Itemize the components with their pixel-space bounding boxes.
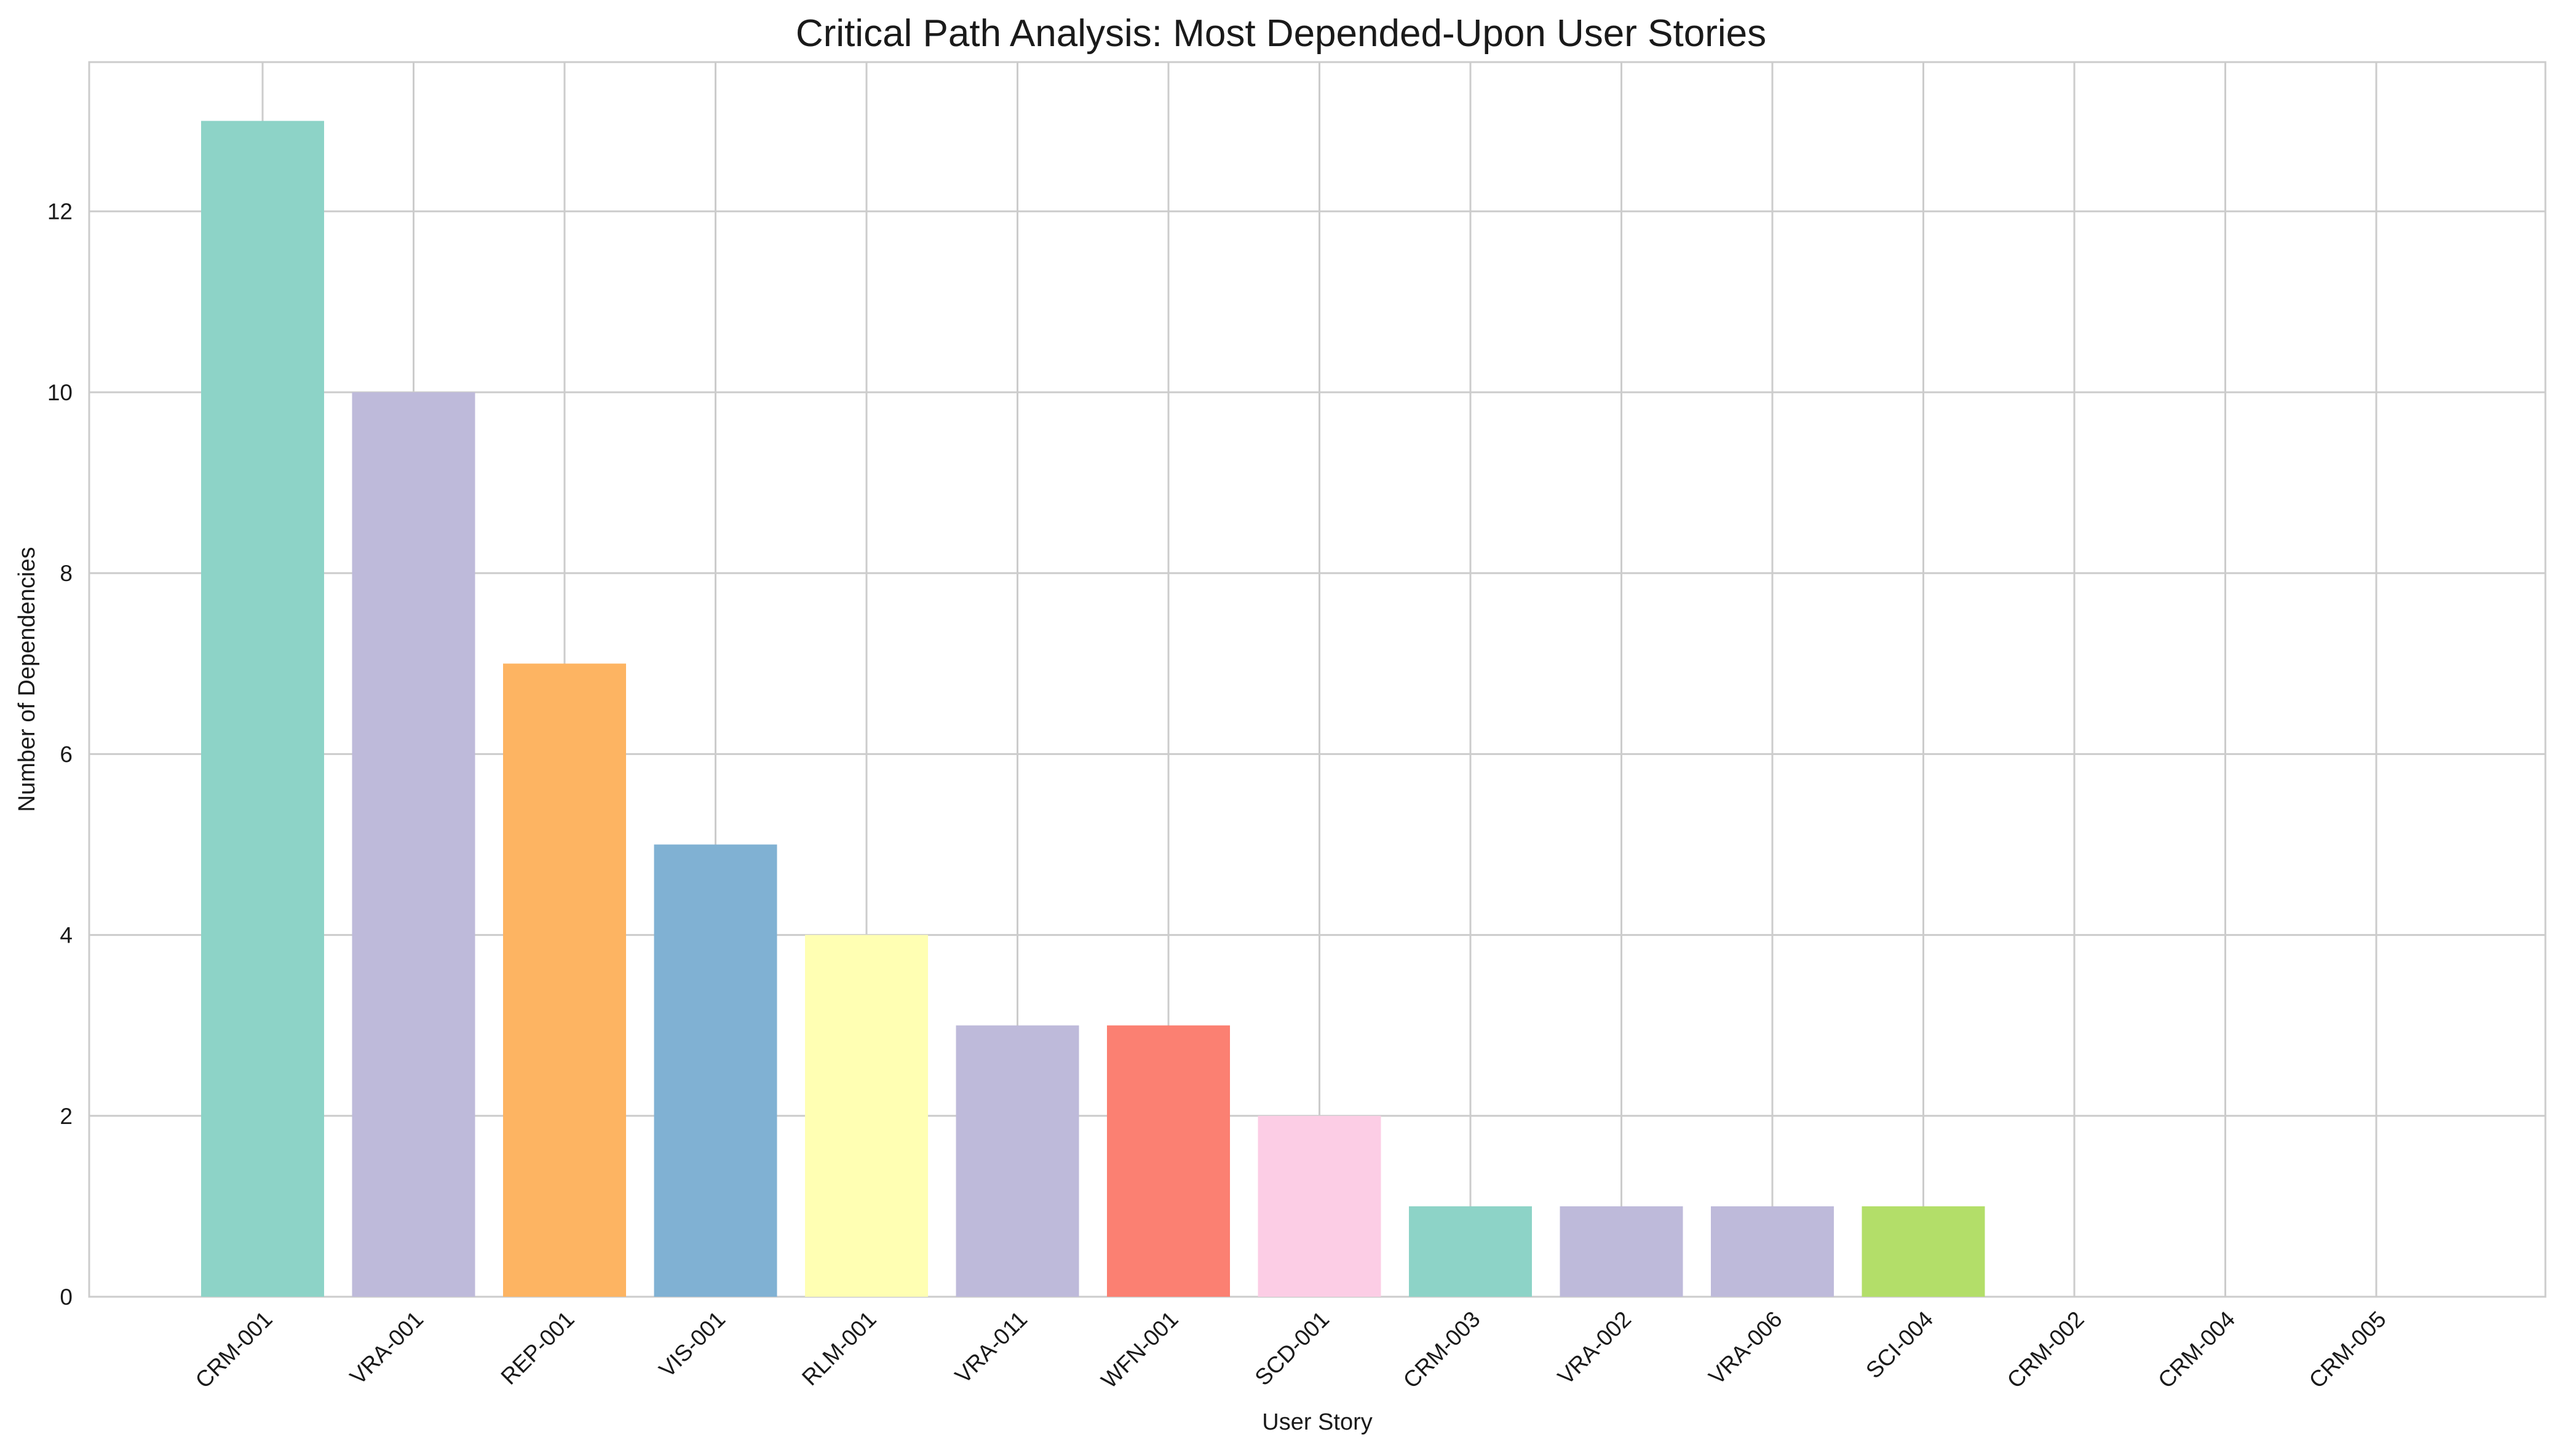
bar-vra-001 — [352, 392, 475, 1297]
y-tick-label: 2 — [60, 1104, 73, 1129]
y-tick-label: 0 — [60, 1284, 73, 1310]
bar-wfn-001 — [1107, 1025, 1230, 1297]
y-tick-labels: 0 2 4 6 8 10 12 — [47, 199, 73, 1310]
bar-vra-006 — [1711, 1206, 1834, 1297]
bar-crm-003 — [1409, 1206, 1532, 1297]
bars — [201, 121, 1985, 1297]
y-tick-label: 6 — [60, 742, 73, 767]
bar-vra-002 — [1560, 1206, 1683, 1297]
bar-rep-001 — [503, 663, 626, 1297]
x-axis-label: User Story — [1262, 1409, 1372, 1435]
bar-vis-001 — [654, 844, 777, 1297]
y-tick-label: 12 — [47, 199, 73, 224]
bar-scd-001 — [1258, 1115, 1381, 1297]
y-tick-label: 8 — [60, 561, 73, 586]
y-tick-label: 10 — [47, 380, 73, 405]
bar-crm-001 — [201, 121, 324, 1297]
x-gridlines — [261, 62, 2378, 1297]
bar-sci-004 — [1862, 1206, 1985, 1297]
y-tick-label: 4 — [60, 923, 73, 948]
bar-vra-011 — [956, 1025, 1079, 1297]
bar-rlm-001 — [805, 935, 928, 1297]
chart-title: Critical Path Analysis: Most Depended-Up… — [796, 12, 1766, 55]
y-axis-label: Number of Dependencies — [14, 547, 40, 812]
